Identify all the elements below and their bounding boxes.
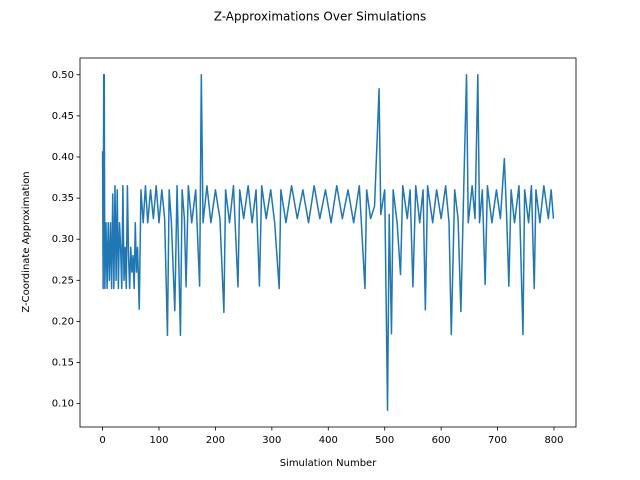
x-tick-label: 400 <box>319 435 338 446</box>
y-tick-label: 0.30 <box>52 234 74 245</box>
x-tick-label: 700 <box>488 435 507 446</box>
x-tick-label: 200 <box>206 435 225 446</box>
chart-title: Z-Approximations Over Simulations <box>214 10 427 24</box>
x-tick-label: 500 <box>375 435 394 446</box>
plot-frame <box>79 57 577 428</box>
y-tick-label: 0.50 <box>52 70 74 81</box>
y-tick-label: 0.20 <box>52 316 74 327</box>
y-tick-label: 0.25 <box>52 275 74 286</box>
y-tick-label: 0.10 <box>52 399 74 410</box>
x-axis-label: Simulation Number <box>280 458 378 469</box>
x-tick-label: 800 <box>544 435 563 446</box>
y-axis-label: Z-Coordinate Approximation <box>21 171 32 312</box>
x-tick-label: 0 <box>99 435 105 446</box>
x-tick-label: 600 <box>432 435 451 446</box>
x-tick-label: 300 <box>262 435 281 446</box>
x-tick-label: 100 <box>149 435 168 446</box>
y-tick-label: 0.15 <box>52 358 74 369</box>
y-tick-label: 0.45 <box>52 111 74 122</box>
y-tick-label: 0.35 <box>52 193 74 204</box>
y-tick-label: 0.40 <box>52 152 74 163</box>
data-line <box>101 74 555 411</box>
